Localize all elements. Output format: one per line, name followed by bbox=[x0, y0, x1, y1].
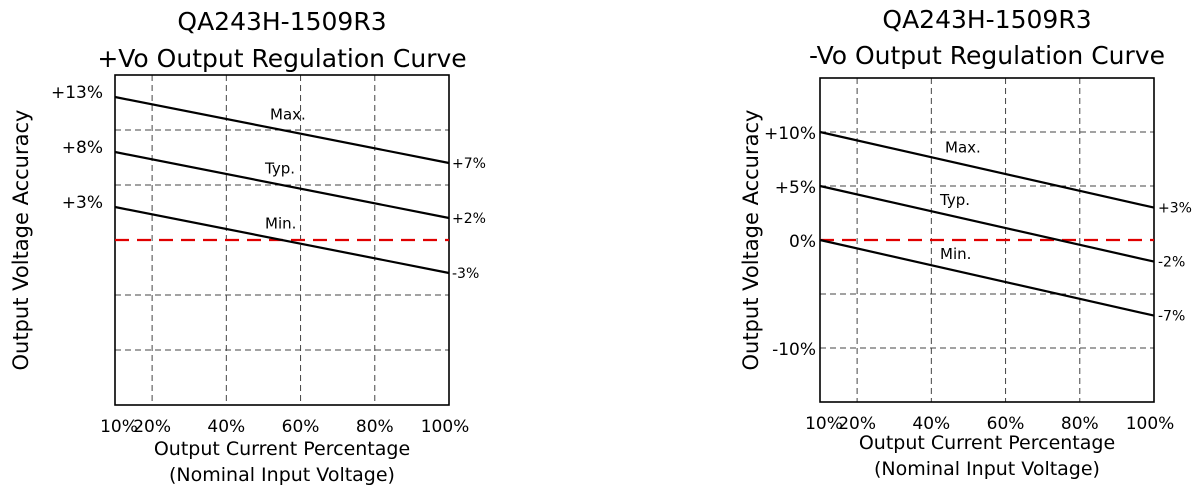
series-label-min: Min. bbox=[265, 215, 296, 233]
x-tick-label: 40% bbox=[912, 414, 950, 434]
series-line-typ bbox=[114, 150, 450, 220]
x-tick-label: 40% bbox=[207, 417, 245, 437]
x-tick-label: 10% bbox=[805, 414, 843, 434]
y-tick-label: -10% bbox=[772, 340, 816, 360]
series-label-max: Max. bbox=[270, 106, 306, 124]
series-end-label: -3% bbox=[452, 266, 479, 282]
chart-title-line-2: +Vo Output Regulation Curve bbox=[97, 44, 466, 73]
x-tick-label: 80% bbox=[1061, 414, 1099, 434]
y-axis-label: Output Voltage Accuracy bbox=[9, 110, 33, 371]
x-tick-label: 100% bbox=[421, 417, 470, 437]
chart-title-line-1: QA243H-1509R3 bbox=[882, 5, 1091, 34]
y-axis-label: Output Voltage Accuracy bbox=[739, 110, 763, 371]
x-tick-label: 20% bbox=[133, 417, 171, 437]
chart-negative-vo: QA243H-1509R3 -Vo Output Regulation Curve… bbox=[739, 5, 1192, 480]
series-end-label: +2% bbox=[452, 211, 486, 227]
series-label-typ: Typ. bbox=[939, 191, 970, 209]
y-tick-label: 0% bbox=[789, 232, 816, 252]
series-label-min: Min. bbox=[940, 245, 971, 263]
y-tick-label: +5% bbox=[775, 178, 816, 198]
series-line-max bbox=[114, 95, 450, 165]
x-axis-label-line-2: (Nominal Input Voltage) bbox=[874, 458, 1100, 480]
x-axis-label-line-1: Output Current Percentage bbox=[154, 438, 410, 460]
series-label-typ: Typ. bbox=[264, 160, 295, 178]
series-end-label: -2% bbox=[1158, 255, 1185, 271]
series-end-label: +3% bbox=[1158, 201, 1192, 217]
x-tick-label: 100% bbox=[1126, 414, 1175, 434]
x-tick-label: 60% bbox=[282, 417, 320, 437]
y-tick-label: +10% bbox=[764, 124, 816, 144]
series-label-max: Max. bbox=[945, 138, 981, 156]
series-end-label: +7% bbox=[452, 156, 486, 172]
series-start-label: +3% bbox=[62, 193, 103, 213]
x-axis-label-line-1: Output Current Percentage bbox=[859, 432, 1115, 454]
series-line-typ bbox=[819, 184, 1155, 263]
chart-title-line-2: -Vo Output Regulation Curve bbox=[809, 41, 1165, 70]
x-axis-label-line-2: (Nominal Input Voltage) bbox=[169, 464, 395, 486]
series-start-label: +13% bbox=[51, 83, 103, 103]
x-tick-label: 20% bbox=[838, 414, 876, 434]
series-line-min bbox=[114, 205, 450, 275]
x-tick-label: 80% bbox=[356, 417, 394, 437]
x-tick-label: 60% bbox=[987, 414, 1025, 434]
series-line-max bbox=[819, 130, 1155, 209]
series-end-label: -7% bbox=[1158, 309, 1185, 325]
series-start-label: +8% bbox=[62, 138, 103, 158]
series-line-min bbox=[819, 238, 1155, 317]
chart-title-line-1: QA243H-1509R3 bbox=[177, 7, 386, 36]
chart-positive-vo: QA243H-1509R3 +Vo Output Regulation Curve… bbox=[9, 7, 486, 486]
x-tick-label: 10% bbox=[100, 417, 138, 437]
